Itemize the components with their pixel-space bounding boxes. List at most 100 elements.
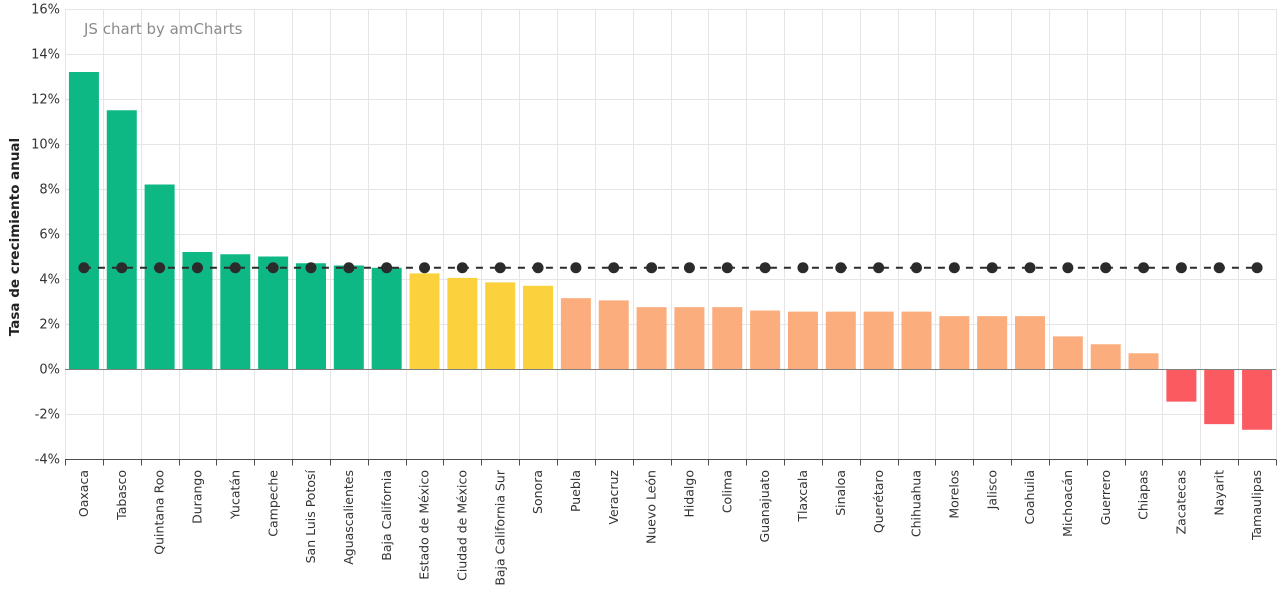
x-category-label: Colima: [719, 470, 734, 513]
reference-dot[interactable]: [1138, 262, 1150, 274]
x-category-label: Veracruz: [606, 470, 621, 525]
x-category-label: Guerrero: [1098, 470, 1113, 525]
bar-Estado de México[interactable]: [409, 273, 440, 370]
x-category-label: Yucatán: [227, 470, 242, 520]
bar-Ciudad de México[interactable]: [447, 277, 478, 370]
x-category-label: San Luis Potosí: [303, 469, 318, 563]
reference-dot[interactable]: [683, 262, 695, 274]
x-category-label: Tamaulipas: [1249, 470, 1264, 541]
bar-Michoacán[interactable]: [1052, 336, 1083, 370]
x-category-label: Campeche: [265, 470, 280, 537]
reference-dot[interactable]: [116, 262, 128, 274]
bar-Guerrero[interactable]: [1090, 344, 1121, 369]
reference-dot[interactable]: [910, 262, 922, 274]
reference-dot[interactable]: [1251, 262, 1263, 274]
reference-dot[interactable]: [191, 262, 203, 274]
x-category-label: Tlaxcala: [795, 470, 810, 523]
bar-Tlaxcala[interactable]: [787, 311, 818, 370]
reference-dot[interactable]: [1100, 262, 1112, 274]
bar-Puebla[interactable]: [560, 298, 591, 370]
y-tick-label: -2%: [35, 407, 60, 422]
bar-Sinaloa[interactable]: [825, 311, 856, 370]
reference-dot[interactable]: [835, 262, 847, 274]
reference-dot[interactable]: [456, 262, 468, 274]
bar-Tabasco[interactable]: [106, 110, 137, 369]
bar-Baja California[interactable]: [371, 267, 402, 369]
reference-dot[interactable]: [78, 262, 90, 274]
reference-dot[interactable]: [419, 262, 431, 274]
bar-Veracruz[interactable]: [598, 300, 629, 370]
reference-dot[interactable]: [381, 262, 393, 274]
amcharts-credit-link[interactable]: JS chart by amCharts: [84, 20, 243, 38]
bar-Aguascalientes[interactable]: [333, 265, 364, 370]
bar-Yucatán[interactable]: [220, 254, 251, 369]
bar-Nayarit[interactable]: [1204, 369, 1235, 425]
bar-Nuevo León[interactable]: [636, 307, 667, 370]
reference-dot[interactable]: [948, 262, 960, 274]
bar-Quintana Roo[interactable]: [144, 184, 175, 370]
reference-dot[interactable]: [646, 262, 658, 274]
x-category-label: Querétaro: [871, 470, 886, 533]
bar-Querétaro[interactable]: [863, 311, 894, 370]
x-category-label: Jalisco: [984, 470, 999, 510]
reference-dot[interactable]: [1024, 262, 1036, 274]
y-tick-label: -4%: [35, 452, 60, 467]
x-category-label: Nuevo León: [644, 470, 659, 544]
x-category-label: Guanajuato: [757, 470, 772, 542]
x-category-label: Estado de México: [417, 470, 432, 580]
y-axis-title-text: Tasa de crecimiento anual: [7, 137, 23, 337]
reference-dot[interactable]: [608, 262, 620, 274]
x-category-label: Quintana Roo: [152, 470, 167, 555]
reference-dot[interactable]: [1213, 262, 1225, 274]
bar-Tamaulipas[interactable]: [1242, 369, 1273, 430]
reference-dot[interactable]: [229, 262, 241, 274]
reference-dot[interactable]: [305, 262, 317, 274]
reference-dot[interactable]: [570, 262, 582, 274]
reference-dot[interactable]: [1175, 262, 1187, 274]
reference-dot[interactable]: [532, 262, 544, 274]
y-tick-label: 4%: [39, 272, 60, 287]
x-category-label: Nayarit: [1211, 470, 1226, 516]
bar-Chiapas[interactable]: [1128, 353, 1159, 369]
bar-Oaxaca[interactable]: [68, 72, 99, 369]
x-category-label: Coahuila: [1022, 470, 1037, 525]
bar-Coahuila[interactable]: [1015, 316, 1046, 370]
bar-Baja California Sur[interactable]: [485, 282, 516, 370]
x-category-label: Baja California Sur: [492, 469, 507, 586]
reference-dot[interactable]: [154, 262, 166, 274]
reference-dot[interactable]: [1062, 262, 1074, 274]
bar-Guanajuato[interactable]: [750, 310, 781, 370]
bar-Hidalgo[interactable]: [674, 307, 705, 370]
bar-Chihuahua[interactable]: [901, 311, 932, 370]
x-category-label: Ciudad de México: [454, 470, 469, 581]
x-category-label: Puebla: [568, 470, 583, 512]
x-category-label: Chiapas: [1136, 470, 1151, 520]
x-category-label: Tabasco: [114, 470, 129, 521]
reference-dot[interactable]: [986, 262, 998, 274]
bar-Campeche[interactable]: [258, 256, 289, 370]
reference-dot[interactable]: [721, 262, 733, 274]
x-category-label: Aguascalientes: [341, 470, 356, 565]
bar-Sonora[interactable]: [523, 285, 554, 369]
bar-Colima[interactable]: [712, 307, 743, 370]
x-category-label: Chihuahua: [909, 470, 924, 537]
y-tick-label: 8%: [39, 182, 60, 197]
reference-dot[interactable]: [267, 262, 279, 274]
x-category-label: Hidalgo: [682, 470, 697, 518]
reference-dot[interactable]: [759, 262, 771, 274]
reference-dot[interactable]: [494, 262, 506, 274]
bar-Jalisco[interactable]: [977, 316, 1008, 370]
bar-Zacatecas[interactable]: [1166, 369, 1197, 402]
x-category-label: Sinaloa: [833, 470, 848, 516]
y-tick-label: 14%: [31, 47, 60, 62]
reference-dot[interactable]: [343, 262, 355, 274]
bar-Morelos[interactable]: [939, 316, 970, 370]
reference-dot[interactable]: [873, 262, 885, 274]
y-tick-label: 6%: [39, 227, 60, 242]
x-category-label: Oaxaca: [76, 470, 91, 517]
bar-San Luis Potosí[interactable]: [295, 263, 326, 369]
reference-dot[interactable]: [797, 262, 809, 274]
y-tick-label: 12%: [31, 92, 60, 107]
